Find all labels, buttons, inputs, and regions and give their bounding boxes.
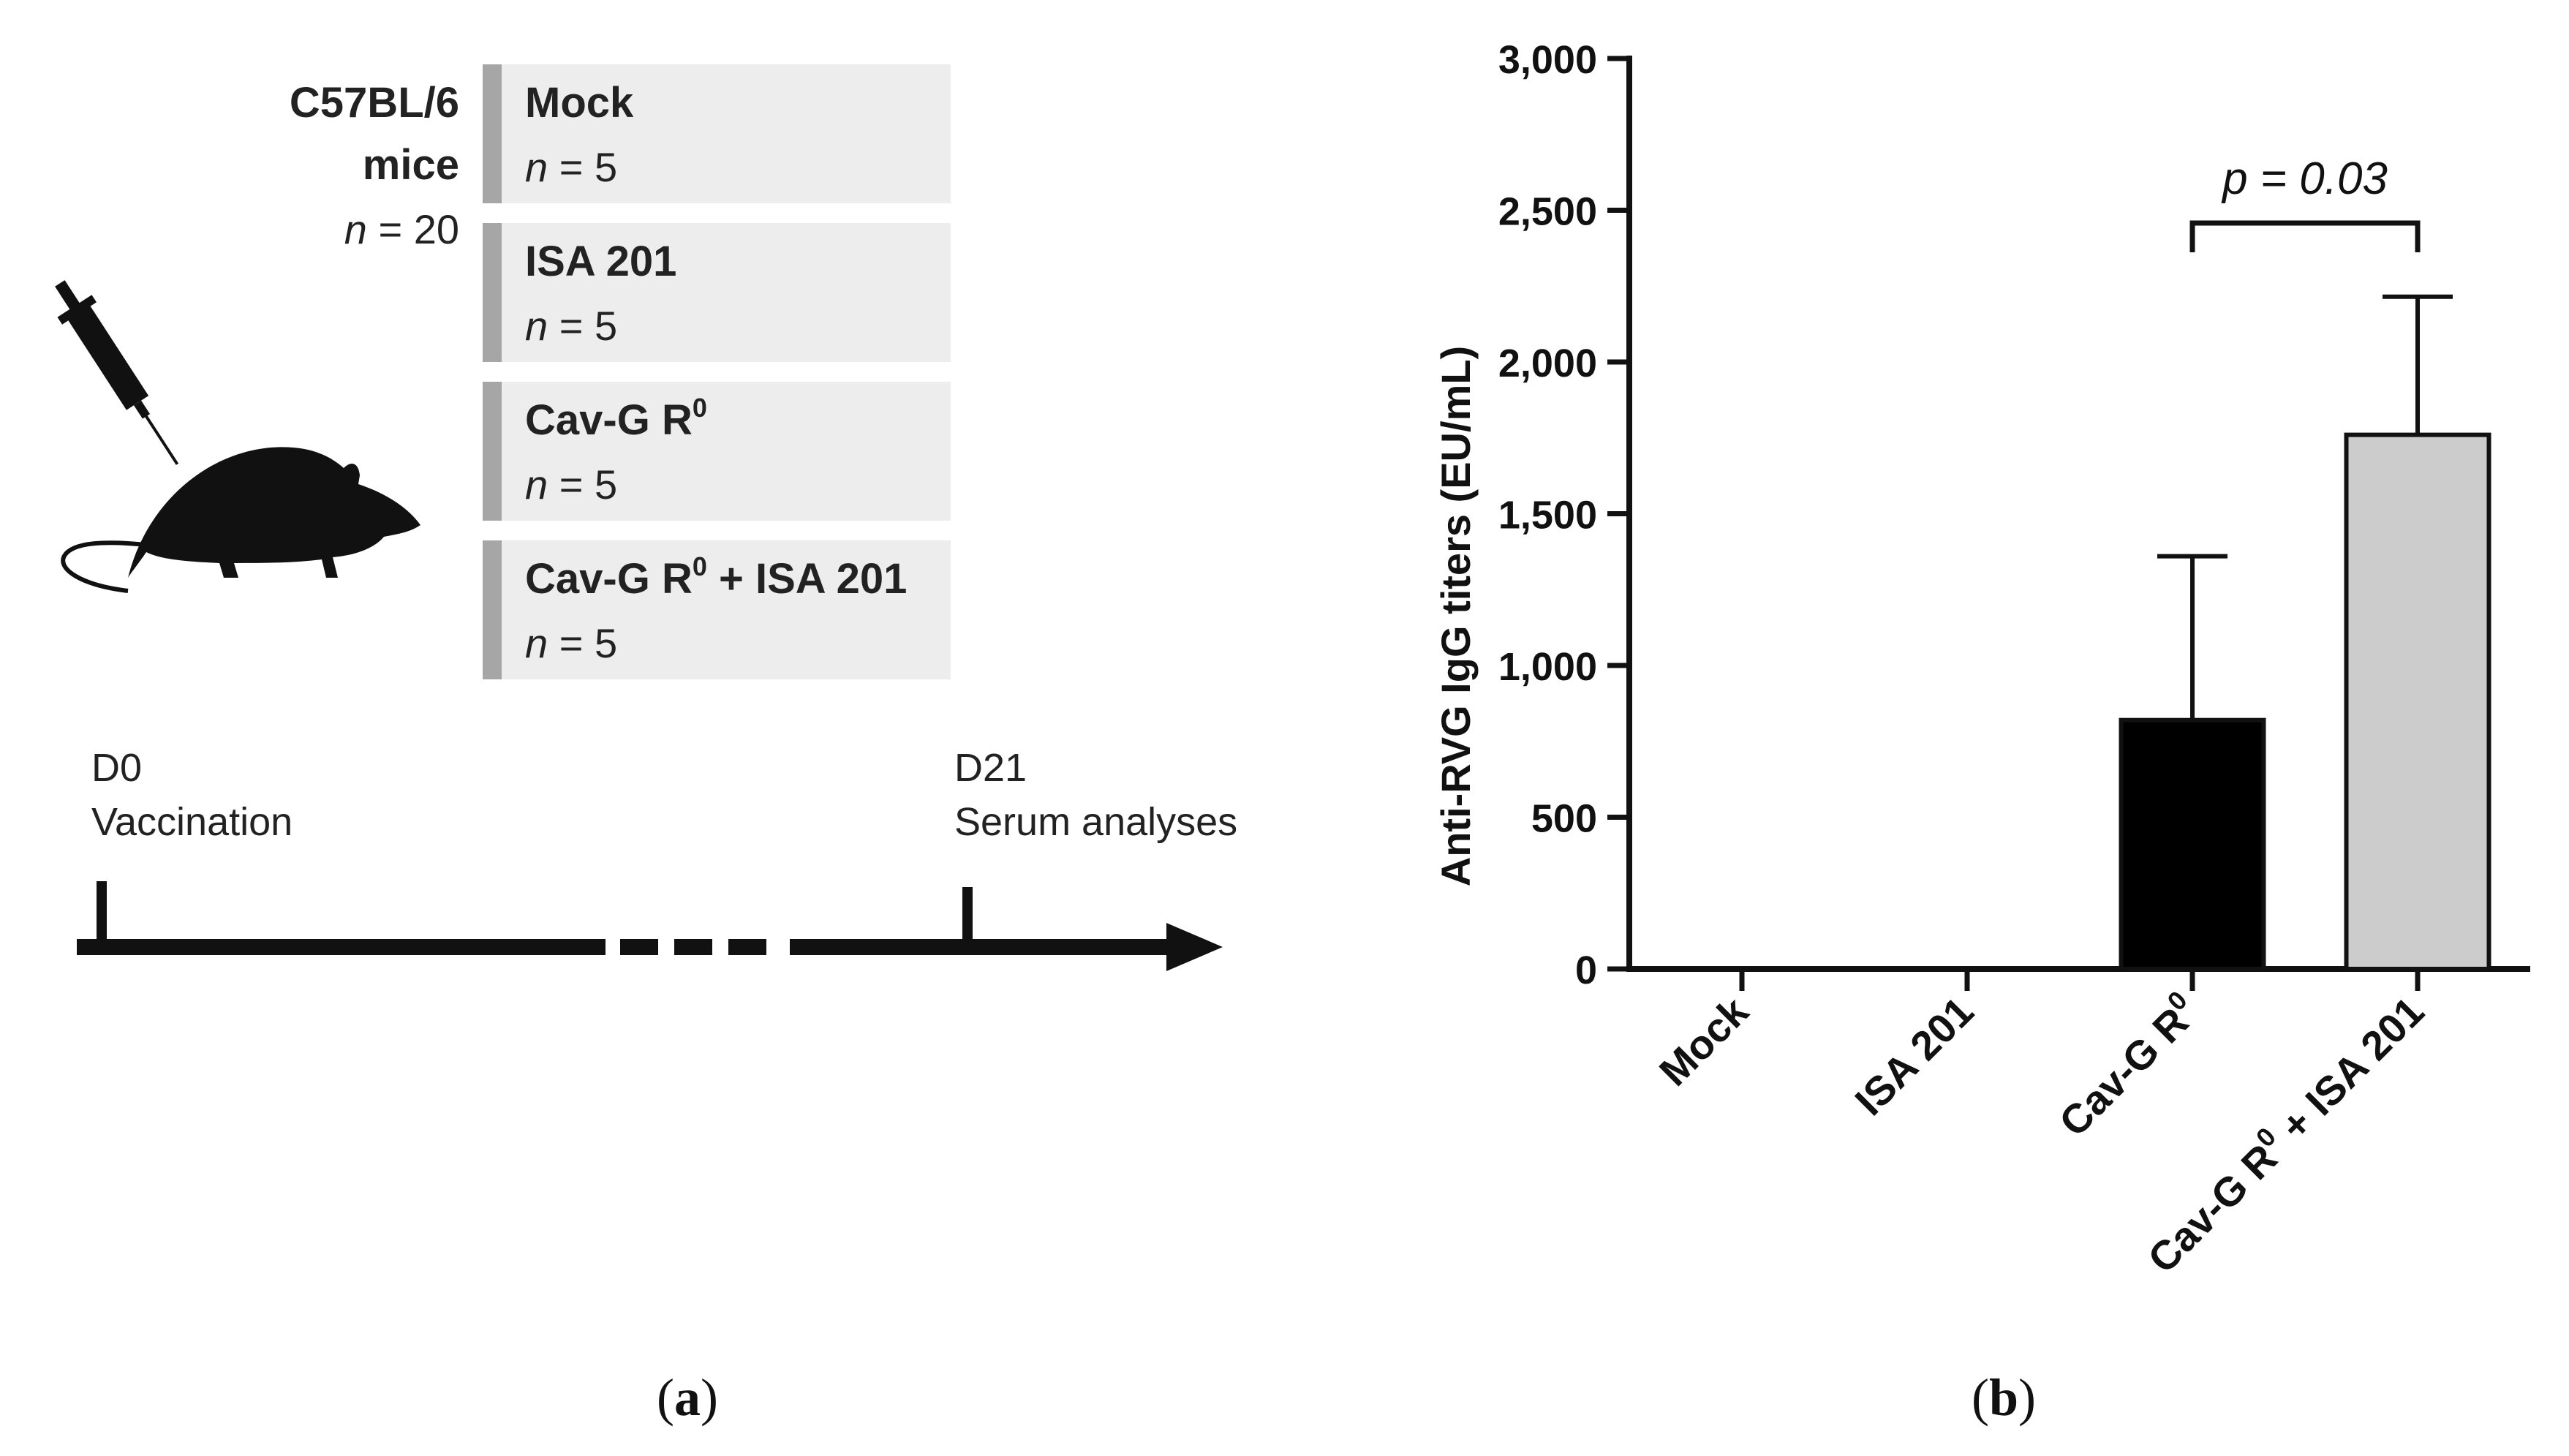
group-box-mock: Mock n = 5 [483, 64, 951, 203]
timeline-end-tick [962, 887, 973, 947]
y-tick-label: 2,000 [1498, 342, 1597, 385]
panel-a: C57BL/6 mice n = 20 Mock [55, 64, 1237, 1427]
total-count-value: = 20 [367, 206, 459, 252]
group-count: n = 5 [525, 620, 617, 666]
timeline-line [790, 939, 1170, 955]
group-name: Mock [525, 79, 634, 127]
timeline-end-day: D21 [954, 746, 1027, 790]
timeline-arrow-icon [1166, 923, 1223, 971]
panel-b-chart: Anti-RVG IgG titers (EU/mL) 0 500 1,000 1,5… [1433, 38, 2530, 1427]
y-tick-label: 3,000 [1498, 38, 1597, 82]
timeline-dash [728, 939, 766, 955]
timeline-start-day: D0 [91, 746, 142, 790]
y-tick-label: 500 [1531, 797, 1597, 841]
group-name: Cav-G R0 [525, 393, 707, 444]
group-box-isa201: ISA 201 n = 5 [483, 223, 951, 362]
x-tick-label: Cav-G R0​ [2047, 985, 2207, 1145]
group-count: n = 5 [525, 303, 617, 349]
y-axis-label: Anti-RVG IgG titers (EU/mL) [1433, 346, 1479, 886]
significance-label: p = 0.03 [2221, 154, 2388, 204]
group-count: n = 5 [525, 144, 617, 190]
timeline-dash [674, 939, 712, 955]
y-tick-label: 2,500 [1498, 190, 1597, 234]
x-tick-label: ISA 201 [1846, 988, 1982, 1124]
group-count: n = 5 [525, 461, 617, 508]
x-tick-label: Mock [1651, 987, 1757, 1094]
timeline-end-label: Serum analyses [954, 800, 1237, 844]
bar [2344, 432, 2491, 971]
mouse-icon [61, 447, 420, 593]
group-name: ISA 201 [525, 238, 676, 285]
syringe-icon [55, 280, 179, 465]
y-tick-label: 1,000 [1498, 645, 1597, 689]
chart-marks: 0 500 1,000 1,500 2,000 2,500 3,000 Mock ISA 201… [1498, 38, 2491, 1282]
timeline-start-label: Vaccination [91, 800, 293, 844]
timeline-start-tick [97, 881, 107, 947]
group-box-cavg: Cav-G R0 n = 5 [483, 382, 951, 521]
strain-label-line2: mice [363, 141, 459, 189]
panel-b-caption: (b) [1972, 1368, 2036, 1427]
group-box-cavg-isa201: Cav-G R0 + ISA 201 n = 5 [483, 540, 951, 679]
total-count: n = 20 [344, 206, 459, 252]
timeline-line [77, 939, 606, 955]
bar [2119, 717, 2266, 971]
timeline-dash [620, 939, 658, 955]
significance-bracket [2189, 220, 2421, 252]
group-name: Cav-G R0 + ISA 201 [525, 551, 907, 603]
strain-label: C57BL/6 [290, 79, 459, 127]
timeline: D0 Vaccination D21 Serum analyses [77, 746, 1237, 971]
y-tick-label: 1,500 [1498, 494, 1597, 537]
group-list: Mock n = 5 ISA 201 n = 5 Cav-G R0 n = 5 … [483, 64, 951, 679]
total-count-var: n [344, 206, 367, 252]
y-tick-label: 0 [1575, 948, 1597, 992]
panel-a-caption: (a) [657, 1368, 718, 1427]
